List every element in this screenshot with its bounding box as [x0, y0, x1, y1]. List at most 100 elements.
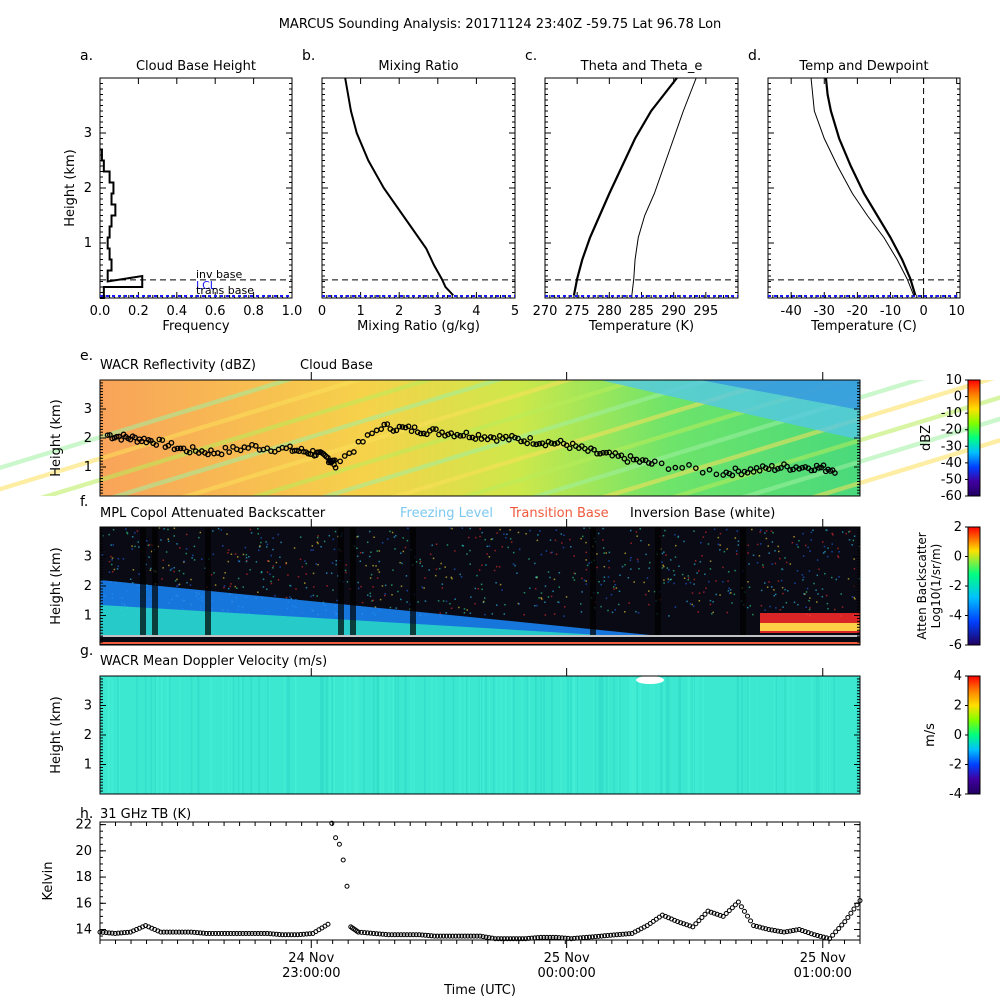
backscatter-noise — [431, 544, 434, 547]
backscatter-noise — [823, 545, 826, 548]
tb-point — [325, 921, 331, 927]
reflectivity-low-core — [700, 380, 860, 410]
tb-point — [678, 920, 684, 926]
backscatter-noise — [499, 528, 501, 531]
backscatter-noise — [245, 553, 248, 556]
backscatter-noise — [841, 531, 844, 533]
backscatter-noise — [450, 576, 453, 579]
backscatter-noise — [831, 576, 833, 579]
backscatter-noise — [293, 547, 296, 549]
tb-point — [264, 930, 270, 936]
backscatter-noise — [798, 539, 800, 542]
backscatter-noise — [784, 588, 786, 591]
tb-point — [231, 930, 237, 936]
panel-c-xtick-label: 270 — [533, 304, 558, 319]
backscatter-noise — [304, 560, 306, 562]
panel-h-letter: h. — [80, 806, 93, 822]
panel-a-xtick-label: 0.4 — [166, 304, 187, 319]
backscatter-noise — [514, 564, 516, 567]
doppler-streak — [573, 676, 576, 794]
backscatter-noise — [391, 584, 393, 586]
doppler-streak — [482, 676, 484, 794]
backscatter-noise — [805, 606, 807, 608]
tb-point — [830, 932, 836, 938]
backscatter-noise — [802, 579, 804, 581]
panel-b-xtick-label: 5 — [511, 304, 519, 319]
cloud-base-point — [230, 443, 236, 450]
cloud-base-point — [784, 463, 790, 470]
doppler-streak — [488, 676, 491, 794]
backscatter-noise — [752, 554, 755, 557]
backscatter-noise — [613, 588, 615, 590]
backscatter-noise — [174, 580, 177, 582]
backscatter-noise — [223, 586, 225, 589]
cloud-base-point — [753, 465, 760, 471]
panel-d-xtick-label: -10 — [880, 304, 901, 319]
backscatter-noise — [835, 578, 838, 581]
tb-point — [477, 933, 483, 939]
panel-f-ytick-label: 1 — [84, 609, 92, 624]
doppler-streak — [774, 676, 776, 794]
backscatter-noise — [249, 528, 252, 531]
backscatter-noise — [588, 562, 590, 564]
backscatter-noise — [550, 552, 552, 554]
tb-point — [200, 930, 206, 936]
backscatter-noise — [760, 543, 762, 545]
tb-point — [255, 930, 261, 936]
backscatter-noise — [602, 539, 604, 541]
backscatter-noise — [337, 575, 339, 577]
backscatter-noise — [563, 534, 565, 536]
backscatter-noise — [701, 555, 703, 557]
tb-point — [465, 933, 471, 939]
backscatter-noise — [357, 581, 360, 584]
doppler-streak — [222, 676, 224, 794]
backscatter-noise — [610, 593, 613, 596]
doppler-streak — [687, 676, 690, 794]
panel-d-xtick-label: -30 — [814, 304, 835, 319]
panel-b-title: Mixing Ratio — [378, 59, 458, 74]
backscatter-noise — [826, 529, 828, 532]
backscatter-noise — [773, 589, 775, 591]
tb-point — [480, 934, 486, 940]
backscatter-noise — [547, 596, 550, 598]
doppler-streak — [815, 676, 818, 794]
backscatter-noise — [696, 572, 698, 574]
doppler-streak — [363, 676, 365, 794]
cloud-base-point — [104, 432, 111, 439]
tb-point — [182, 929, 188, 935]
cloud-base-point — [651, 458, 658, 465]
backscatter-noise — [653, 590, 656, 593]
cloud-base-point — [396, 423, 403, 430]
cloud-base-point — [624, 459, 631, 465]
panel-c-xtick-label: 275 — [565, 304, 590, 319]
backscatter-noise — [810, 539, 812, 541]
backscatter-noise — [762, 566, 765, 568]
tb-point — [298, 931, 304, 937]
backscatter-noise — [359, 560, 362, 562]
backscatter-noise — [234, 553, 237, 555]
cloud-base-point — [390, 428, 397, 434]
backscatter-noise — [693, 605, 695, 607]
panel-a-ytick-label: 1 — [84, 236, 92, 251]
doppler-streak — [593, 676, 595, 794]
panel-b-xtick-label: 1 — [356, 304, 364, 319]
tb-point — [596, 933, 602, 939]
tb-point — [535, 935, 541, 941]
cloud-base-point — [439, 429, 445, 436]
panel-f-colorbar-label2: Log10(1/sr/m) — [929, 544, 943, 629]
backscatter-noise — [381, 585, 384, 587]
backscatter-noise — [663, 565, 665, 568]
cloud-base-point — [665, 466, 672, 472]
backscatter-noise — [673, 582, 675, 585]
backscatter-noise — [518, 548, 521, 551]
doppler-streak — [618, 676, 621, 794]
panel-g-colorbar-tick-label: -4 — [949, 787, 962, 802]
backscatter-noise — [693, 578, 696, 581]
cloud-base-point — [360, 438, 366, 445]
backscatter-noise — [581, 577, 583, 580]
cloud-base-point — [171, 446, 178, 453]
reflectivity-band — [250, 380, 645, 496]
doppler-streak — [397, 676, 399, 794]
backscatter-noise — [419, 562, 421, 565]
cloud-base-point — [113, 433, 120, 440]
